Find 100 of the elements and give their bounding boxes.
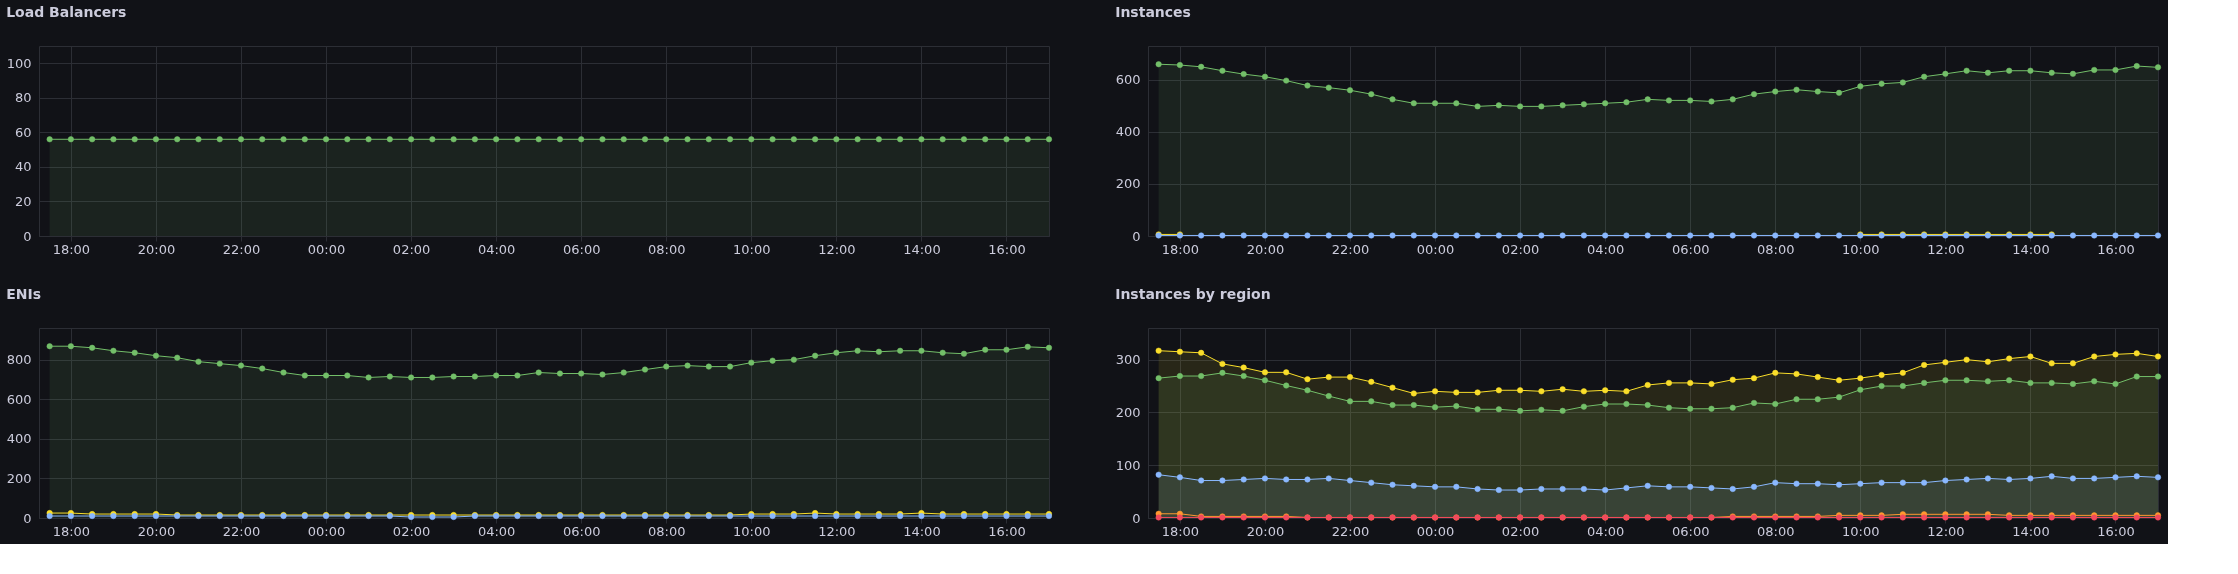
point (1368, 378, 1375, 385)
point (2091, 353, 2098, 360)
point (1155, 375, 1162, 382)
point (280, 369, 287, 376)
point (1495, 232, 1502, 239)
x-tick-label: 06:00 (1671, 523, 1710, 539)
x-tick-label: 14:00 (2012, 523, 2050, 539)
point (1772, 401, 1779, 407)
point (1283, 476, 1290, 483)
point (1474, 389, 1481, 396)
point (1899, 369, 1906, 376)
x-tick-label: 00:00 (1416, 523, 1455, 539)
point (1347, 398, 1353, 405)
point (1836, 232, 1843, 239)
point (663, 363, 670, 370)
point (2155, 373, 2161, 380)
point (429, 374, 436, 381)
point (1538, 485, 1545, 492)
point (1176, 348, 1183, 355)
point (2133, 473, 2140, 480)
point (1240, 364, 1247, 371)
point (2027, 67, 2034, 74)
point (386, 373, 393, 380)
y-tick-label: 200 (1115, 176, 1141, 192)
point (1708, 405, 1715, 412)
chart-title: Load Balancers (6, 4, 127, 20)
x-tick-label: 02:00 (1501, 241, 1540, 257)
point (1495, 487, 1502, 494)
point (1240, 71, 1247, 78)
x-tick-label: 10:00 (733, 241, 771, 257)
point (897, 347, 904, 354)
point (1432, 483, 1439, 490)
point (1347, 374, 1353, 381)
point (1176, 373, 1183, 380)
point (1453, 483, 1460, 490)
point (790, 356, 797, 363)
point (1814, 374, 1821, 381)
point (1623, 388, 1630, 395)
point (2133, 63, 2140, 70)
point (1602, 401, 1609, 407)
point (2091, 232, 2098, 239)
point (1155, 471, 1162, 478)
x-tick-label: 10:00 (1842, 523, 1880, 539)
point (1325, 84, 1332, 91)
point (2027, 475, 2034, 482)
x-tick-label: 20:00 (1246, 523, 1285, 539)
x-tick-label: 14:00 (2012, 241, 2050, 257)
y-tick-label: 100 (6, 55, 32, 71)
point (174, 354, 181, 361)
point (89, 344, 96, 351)
point (875, 348, 882, 355)
point (152, 352, 159, 359)
point (1729, 404, 1736, 411)
point (1474, 406, 1481, 413)
point (1665, 232, 1672, 239)
point (216, 360, 223, 367)
y-tick-label: 800 (6, 352, 32, 368)
x-tick-label: 12:00 (1927, 241, 1965, 257)
point (1219, 232, 1226, 239)
y-tick-label: 300 (1115, 352, 1141, 368)
point (2048, 379, 2055, 386)
point (1410, 402, 1417, 409)
x-tick-label: 06:00 (1671, 241, 1710, 257)
point (1644, 402, 1651, 409)
point (1176, 474, 1183, 481)
point (1261, 369, 1268, 376)
point (1729, 485, 1736, 492)
point (1857, 386, 1864, 393)
point (960, 350, 967, 357)
y-tick-label: 0 (1132, 228, 1141, 244)
x-tick-label: 12:00 (1927, 523, 1965, 539)
point (705, 363, 712, 370)
point (2006, 476, 2013, 483)
point (1240, 476, 1247, 483)
x-tick-label: 18:00 (52, 241, 91, 257)
point (1729, 232, 1736, 239)
point (2069, 380, 2076, 387)
point (1474, 485, 1481, 492)
point (1240, 232, 1247, 239)
point (1389, 232, 1396, 239)
point (1198, 373, 1205, 380)
point (1899, 479, 1906, 486)
point (1708, 380, 1715, 387)
x-tick-label: 04:00 (1586, 241, 1625, 257)
point (1899, 79, 1906, 86)
x-tick-label: 00:00 (307, 241, 346, 257)
point (1155, 61, 1162, 68)
point (1198, 477, 1205, 484)
point (939, 349, 946, 356)
point (1793, 396, 1800, 403)
point (642, 366, 648, 373)
point (323, 372, 330, 379)
x-tick-label: 22:00 (1331, 523, 1370, 539)
point (1155, 514, 1162, 521)
point (727, 363, 734, 370)
point (1368, 398, 1375, 405)
x-tick-label: 08:00 (648, 523, 686, 539)
point (365, 374, 372, 381)
point (556, 370, 563, 377)
x-tick-label: 04:00 (1586, 523, 1625, 539)
